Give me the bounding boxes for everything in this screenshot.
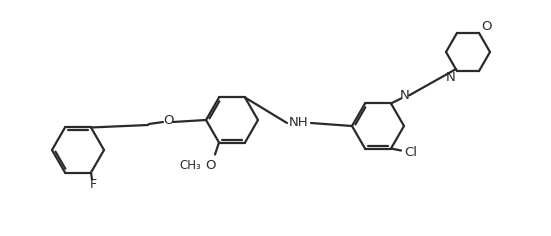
Text: O: O [163,114,173,126]
Text: N: N [446,71,456,84]
Text: N: N [400,89,410,102]
Text: NH: NH [289,115,309,128]
Text: F: F [89,178,96,191]
Text: CH₃: CH₃ [179,159,201,172]
Text: O: O [206,159,216,172]
Text: Cl: Cl [404,146,418,159]
Text: O: O [482,21,492,34]
